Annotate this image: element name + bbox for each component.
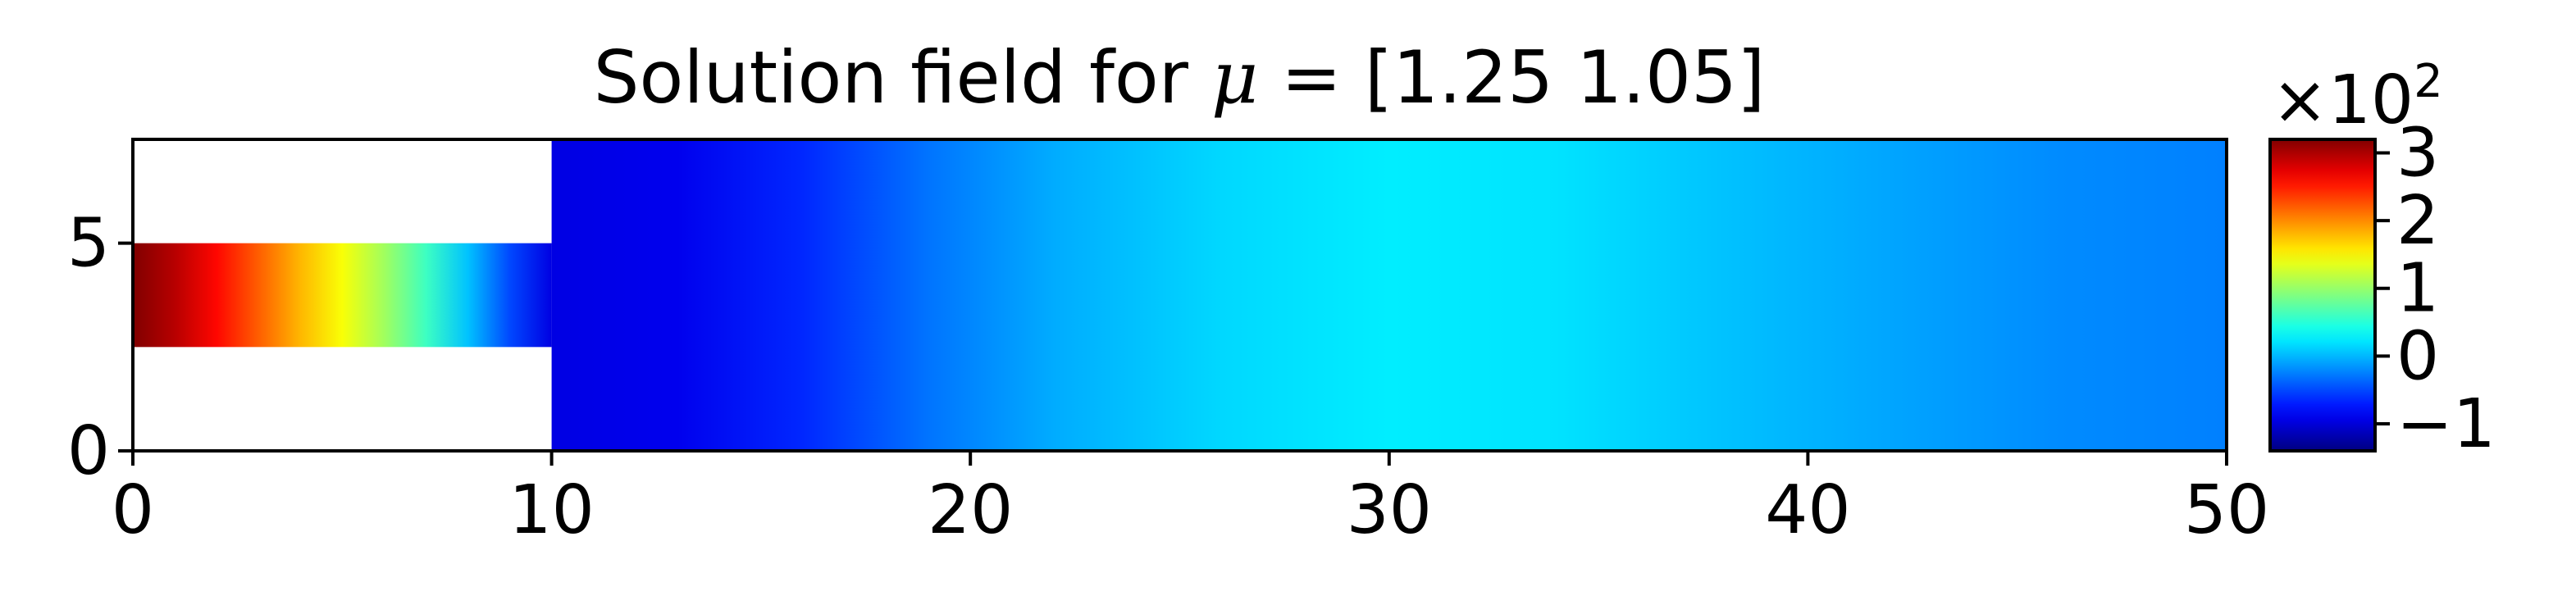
colorbar-multiplier-exponent: 2 <box>2414 55 2443 108</box>
x-tick-label-3: 30 <box>1347 471 1432 549</box>
x-tick-label-0: 0 <box>112 471 154 549</box>
main-channel-field <box>551 139 2227 451</box>
y-tick-label-1: 5 <box>67 205 110 283</box>
colorbar-tick-label-4: −1 <box>2396 385 2496 463</box>
colorbar-tick-label-2: 1 <box>2396 250 2439 328</box>
x-tick-label-4: 40 <box>1765 471 1850 549</box>
chart-title: Solution field for μ = [1.25 1.05] <box>594 35 1766 120</box>
colorbar-tick-label-1: 2 <box>2396 182 2439 260</box>
plot-frame <box>131 138 2228 453</box>
colorbar-multiplier-base: ×10 <box>2272 61 2414 139</box>
x-axis: 0 10 20 30 40 50 <box>112 451 2269 549</box>
y-tick-label-0: 0 <box>67 412 110 490</box>
colorbar-multiplier: ×102 <box>2272 55 2443 139</box>
x-tick-label-2: 20 <box>928 471 1013 549</box>
colorbar-tick-label-3: 0 <box>2396 317 2439 395</box>
title-suffix: = [1.25 1.05] <box>1258 35 1765 120</box>
title-mu-symbol: μ <box>1211 35 1258 120</box>
plot-area <box>133 139 2227 451</box>
x-tick-label-1: 10 <box>508 471 594 549</box>
colorbar-tick-label-0: 3 <box>2396 115 2439 193</box>
x-tick-label-5: 50 <box>2184 471 2269 549</box>
inlet-channel-field <box>133 243 552 348</box>
y-axis: 05 <box>67 205 133 490</box>
colorbar-fill <box>2270 139 2375 451</box>
colorbar-frame <box>2268 138 2377 453</box>
title-prefix: Solution field for <box>594 35 1211 120</box>
